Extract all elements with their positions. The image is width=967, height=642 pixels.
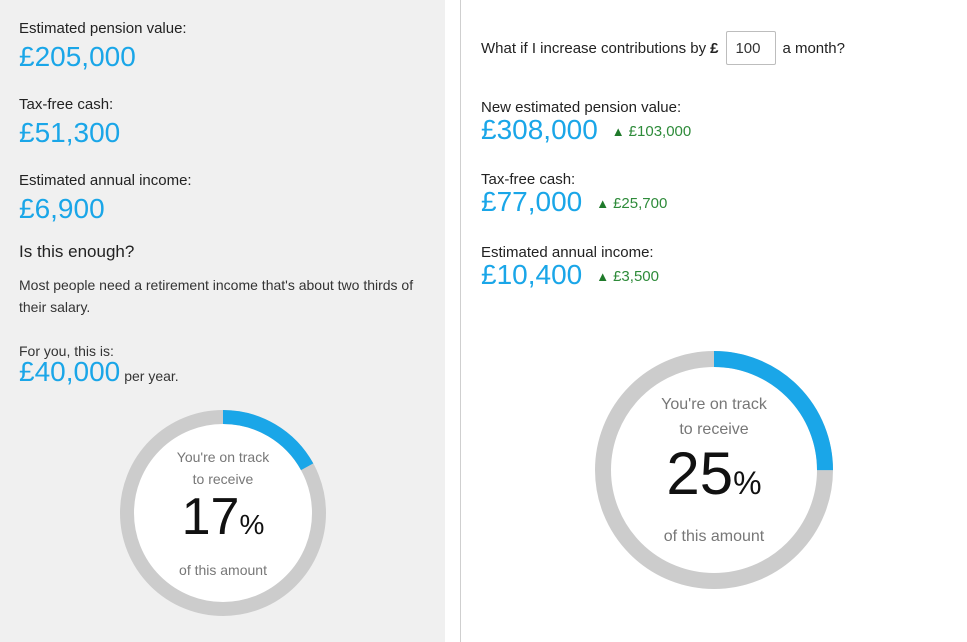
donut-percent-sign: % (239, 508, 265, 540)
income-increase-value: £3,500 (613, 268, 659, 285)
currency-symbol: £ (710, 39, 719, 57)
for-you-label: For you, this is: (19, 343, 114, 359)
enough-heading: Is this enough? (19, 242, 135, 261)
contribution-input[interactable] (726, 31, 777, 65)
new-income-row: £10,400 ▲ £3,500 (481, 259, 659, 291)
new-donut-percent-sign: % (733, 464, 762, 501)
panel-divider (460, 0, 461, 642)
new-pension-row: £308,000 ▲ £103,000 (481, 114, 691, 146)
donut-chart (120, 410, 326, 616)
progress-donut: You're on track to receive 17% of this a… (118, 408, 328, 618)
target-value: £40,000 (19, 356, 121, 387)
new-donut-line3: of this amount (663, 527, 765, 545)
triangle-up-icon: ▲ (596, 196, 610, 211)
new-donut-line1: You're on track (661, 395, 767, 413)
new-donut-percent: 25% (666, 440, 761, 524)
pension-value: £205,000 (19, 41, 136, 72)
cash-increase-value: £25,700 (613, 195, 668, 212)
new-income-value: £10,400 (481, 259, 583, 290)
new-income-label: Estimated annual income: (481, 244, 654, 261)
contribution-question: What if I increase contributions by £ a … (481, 28, 845, 68)
enough-text: Most people need a retirement income tha… (19, 277, 414, 315)
cash-value: £51,300 (19, 117, 121, 148)
new-cash-value: £77,000 (481, 186, 583, 217)
new-donut-percent-number: 25 (666, 439, 734, 507)
donut-line3: of this amount (179, 561, 267, 578)
donut-percent: 17% (182, 488, 265, 559)
question-suffix: a month? (782, 39, 845, 57)
income-value: £6,900 (19, 193, 105, 224)
new-cash-label: Tax-free cash: (481, 171, 576, 188)
new-donut-chart (595, 351, 833, 589)
per-year-label: per year. (124, 368, 179, 384)
target-income: £40,000 per year. (19, 356, 179, 388)
new-pension-label: New estimated pension value: (481, 99, 682, 116)
new-cash-row: £77,000 ▲ £25,700 (481, 186, 667, 218)
donut-percent-number: 17 (181, 487, 240, 546)
income-increase: ▲ £3,500 (596, 268, 659, 285)
triangle-up-icon: ▲ (611, 124, 625, 139)
current-panel: Estimated pension value: £205,000 Tax-fr… (0, 0, 445, 642)
donut-progress-arc (120, 410, 326, 616)
cash-increase: ▲ £25,700 (596, 195, 667, 212)
pension-label: Estimated pension value: (19, 20, 187, 37)
new-progress-donut: You're on track to receive 25% of this a… (594, 350, 834, 590)
pension-increase: ▲ £103,000 (612, 123, 691, 140)
pension-increase-value: £103,000 (628, 123, 692, 140)
donut-line1: You're on track (176, 448, 270, 465)
cash-label: Tax-free cash: (19, 96, 114, 113)
donut-line2: to receive (192, 470, 254, 487)
new-donut-line2: to receive (679, 420, 749, 438)
triangle-up-icon: ▲ (596, 269, 610, 284)
question-prefix: What if I increase contributions by (481, 39, 707, 57)
new-pension-value: £308,000 (481, 114, 598, 145)
new-donut-progress-arc (595, 351, 833, 589)
income-label: Estimated annual income: (19, 172, 192, 189)
